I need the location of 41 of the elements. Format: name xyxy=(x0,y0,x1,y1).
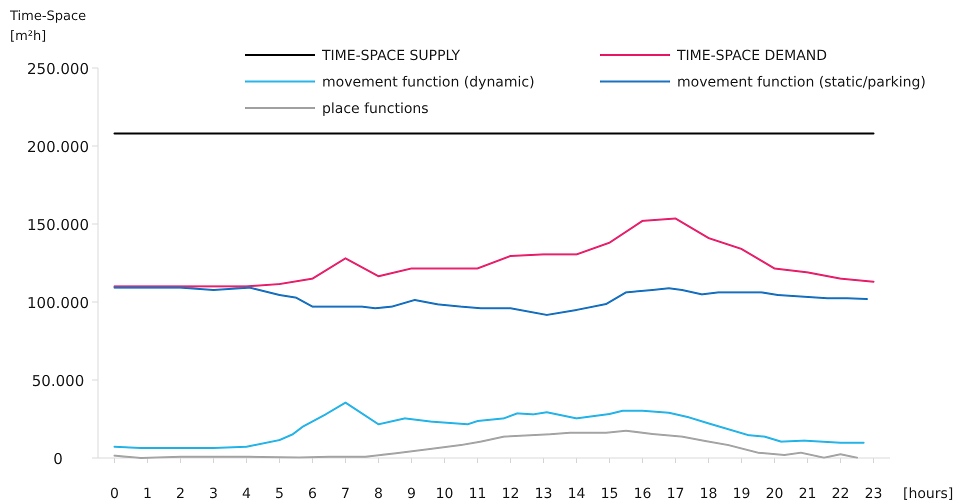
x-tick-label: 16 xyxy=(634,486,652,502)
x-tick-label: 12 xyxy=(502,486,520,502)
y-axis-title: Time-Space [m²h] xyxy=(9,9,86,44)
line-series xyxy=(114,286,868,316)
x-tick-label: 15 xyxy=(600,486,618,502)
x-tick-label: 0 xyxy=(110,486,119,502)
x-tick-label: 23 xyxy=(864,486,882,502)
x-tick-label: 10 xyxy=(436,486,454,502)
x-tick-label: 11 xyxy=(468,486,486,502)
y-tick-label: 0 xyxy=(53,450,63,468)
y-tick-label: 200.000 xyxy=(26,138,90,156)
x-tick-label: 3 xyxy=(209,486,218,502)
legend-label: place functions xyxy=(322,101,429,117)
x-tick-label: 2 xyxy=(176,486,185,502)
x-tick-label: 13 xyxy=(534,486,552,502)
legend-label: movement function (static/parking) xyxy=(677,74,926,90)
y-tick-label: 150.000 xyxy=(26,216,90,234)
line-series xyxy=(114,218,874,288)
x-tick-label: 21 xyxy=(798,486,816,502)
legend-label: TIME-SPACE SUPPLY xyxy=(321,48,460,64)
x-tick-label: 4 xyxy=(242,486,252,502)
legend-label: TIME-SPACE DEMAND xyxy=(676,48,828,64)
line-series xyxy=(114,402,865,450)
x-tick-label: 14 xyxy=(568,486,586,502)
y-tick-label: 250.000 xyxy=(26,60,90,78)
x-tick-label: 1 xyxy=(143,486,152,502)
x-tick-label: 20 xyxy=(766,486,784,502)
x-tick-label: 17 xyxy=(666,486,684,502)
x-tick-label: 6 xyxy=(308,486,318,502)
x-axis-title: [hours] xyxy=(903,486,954,502)
line-series xyxy=(114,430,858,459)
x-tick-label: 5 xyxy=(275,486,284,502)
y-tick-label: 100.000 xyxy=(26,294,90,312)
x-tick-label: 7 xyxy=(341,486,350,502)
y-tick-label: 50.000 xyxy=(32,372,84,390)
x-tick-label: 22 xyxy=(832,486,850,502)
legend-label: movement function (dynamic) xyxy=(322,74,535,90)
x-tick-label: 8 xyxy=(374,486,383,502)
x-tick-label: 9 xyxy=(407,486,416,502)
x-tick-label: 18 xyxy=(700,486,718,502)
x-tick-label: 19 xyxy=(732,486,750,502)
